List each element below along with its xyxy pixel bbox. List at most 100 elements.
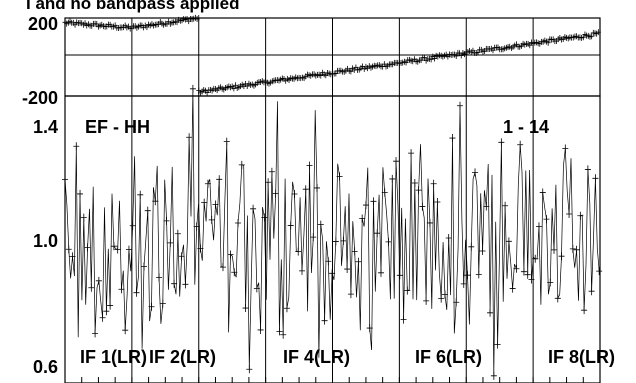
- phase-point-320: [595, 29, 601, 36]
- amp-point-170: [381, 188, 388, 197]
- amp-point-204: [445, 234, 452, 243]
- amp-point-152: [347, 290, 354, 299]
- amp-point-192: [423, 296, 430, 305]
- amp-point-256: [543, 215, 550, 224]
- amp-point-102: [253, 284, 260, 293]
- amp-point-54: [163, 216, 170, 225]
- amp-point-26: [110, 242, 117, 251]
- amp-point-268: [566, 210, 573, 219]
- amp-point-174: [389, 174, 396, 183]
- amp-point-120: [287, 221, 294, 230]
- amp-point-248: [528, 275, 535, 284]
- phase-ytick-bottom: -200: [22, 88, 58, 108]
- amp-point-68: [189, 84, 196, 93]
- amp-point-222: [479, 246, 486, 255]
- amp-point-24: [107, 301, 114, 310]
- amp-point-208: [453, 298, 460, 307]
- amp-point-134: [314, 183, 321, 192]
- if-label-2: IF 2(LR): [149, 347, 216, 367]
- amp-point-62: [178, 252, 185, 261]
- amp-point-202: [441, 290, 448, 299]
- amp-point-264: [558, 252, 565, 261]
- amp-point-260: [551, 245, 558, 254]
- amp-series-points: [62, 84, 603, 380]
- amp-point-10: [80, 213, 87, 222]
- amp-point-66: [186, 133, 193, 142]
- amp-point-140: [325, 257, 332, 266]
- baseline-annotation: EF - HH: [85, 117, 150, 137]
- amp-point-270: [569, 244, 576, 253]
- amp-point-34: [125, 245, 132, 254]
- amp-point-262: [554, 294, 561, 303]
- phase-point-290: [545, 39, 551, 46]
- amp-point-210: [456, 101, 463, 110]
- amp-point-236: [505, 237, 512, 246]
- amp-point-28: [114, 245, 121, 254]
- amp-point-4: [69, 252, 76, 261]
- amp-point-164: [370, 197, 377, 206]
- amp-point-76: [204, 179, 211, 188]
- amp-point-184: [408, 149, 415, 158]
- amp-point-234: [502, 201, 509, 210]
- amp-point-250: [532, 254, 539, 263]
- phase-point-316: [589, 33, 595, 40]
- amp-point-200: [438, 294, 445, 303]
- amp-point-50: [156, 273, 163, 282]
- amplitude-panel: 1.4 1.0 0.6 EF - HH 1 - 14 IF 1(LR) IF 2…: [33, 84, 615, 383]
- amp-point-114: [276, 327, 283, 336]
- amp-point-38: [133, 288, 140, 297]
- amp-point-182: [404, 286, 411, 295]
- amp-point-144: [332, 237, 339, 246]
- amp-point-186: [411, 178, 418, 187]
- amp-point-16: [92, 329, 99, 338]
- amp-point-78: [208, 215, 215, 224]
- amp-point-224: [483, 202, 490, 211]
- amp-point-226: [487, 308, 494, 317]
- amp-point-238: [509, 284, 516, 293]
- phase-if-grid: [131, 18, 534, 96]
- phase-point-80: [196, 15, 202, 22]
- amp-point-72: [197, 244, 204, 253]
- amp-point-32: [122, 326, 129, 335]
- amp-point-266: [562, 144, 569, 153]
- amp-point-278: [584, 165, 591, 174]
- amp-point-40: [137, 190, 144, 199]
- amp-point-136: [317, 220, 324, 229]
- amp-point-206: [449, 134, 456, 143]
- amp-point-124: [295, 247, 302, 256]
- amp-point-86: [223, 137, 230, 146]
- amp-point-194: [426, 218, 433, 227]
- amp-point-142: [329, 269, 336, 278]
- phase-ytick-top: 200: [28, 14, 58, 34]
- amp-point-252: [535, 222, 542, 231]
- amp-point-244: [520, 267, 527, 276]
- amp-point-196: [430, 179, 437, 188]
- phase-panel: 200 -200: [22, 14, 601, 108]
- amp-point-96: [242, 304, 249, 313]
- amp-point-6: [73, 142, 80, 151]
- amp-point-188: [415, 186, 422, 195]
- amp-point-146: [336, 172, 343, 181]
- amp-point-132: [310, 233, 317, 242]
- amp-point-212: [460, 279, 467, 288]
- amp-point-166: [374, 229, 381, 238]
- amp-point-116: [280, 330, 287, 339]
- amp-point-232: [498, 138, 505, 147]
- amp-point-258: [547, 278, 554, 287]
- if-label-1: IF 1(LR): [80, 347, 147, 367]
- amp-point-0: [62, 175, 68, 184]
- amp-point-126: [298, 266, 305, 275]
- amp-point-216: [468, 242, 475, 251]
- amp-point-36: [129, 221, 136, 230]
- amp-point-92: [235, 218, 242, 227]
- amp-point-172: [385, 237, 392, 246]
- amp-point-178: [396, 271, 403, 280]
- phase-series: [62, 14, 601, 96]
- amp-point-98: [246, 365, 253, 374]
- amp-point-48: [152, 197, 159, 206]
- amp-point-190: [419, 202, 426, 211]
- amp-point-148: [340, 236, 347, 245]
- amp-point-22: [103, 307, 110, 316]
- amp-point-168: [377, 268, 384, 277]
